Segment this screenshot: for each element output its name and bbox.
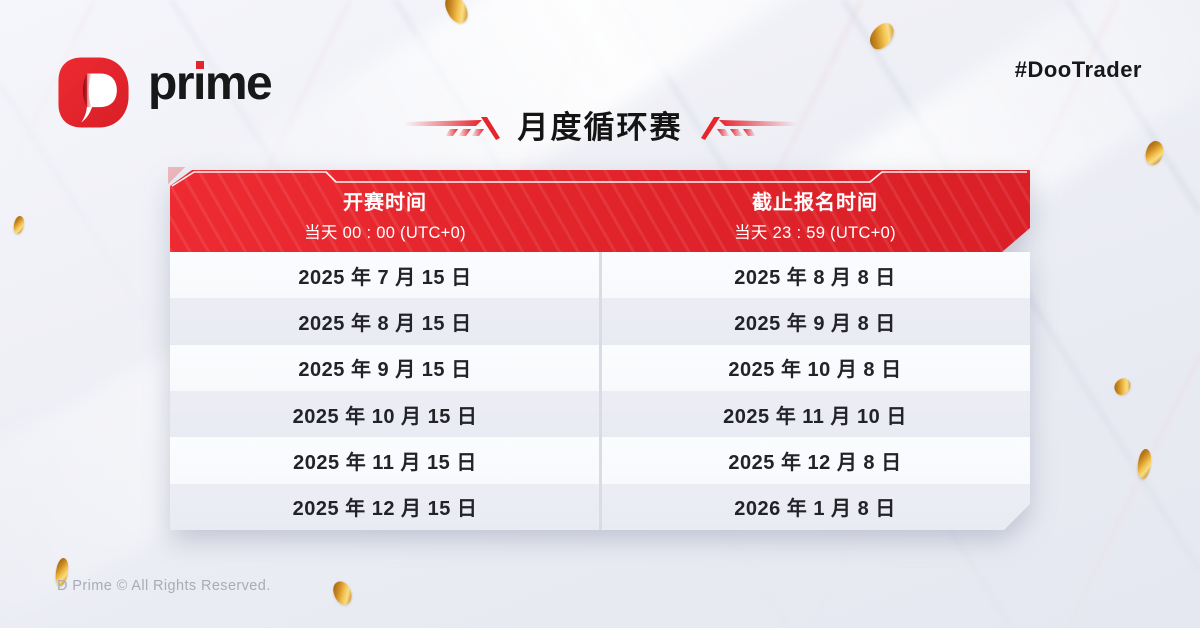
logo-word-i: ı	[193, 57, 206, 110]
column-subtitle: 当天 23 : 59 (UTC+0)	[734, 223, 896, 242]
logo-wordmark: prıme	[148, 57, 273, 110]
header-accent-line	[170, 170, 1030, 252]
title-row: 月度循环赛	[0, 108, 1200, 148]
header-col-start-time: 开赛时间 当天 00 : 00 (UTC+0)	[170, 170, 600, 252]
copyright-text: D Prime © All Rights Reserved.	[57, 578, 271, 594]
logo-word-post: me	[204, 57, 273, 110]
column-subtitle: 当天 00 : 00 (UTC+0)	[304, 223, 466, 242]
table-row: 2025 年 11 月 15 日 2025 年 12 月 8 日	[170, 437, 1030, 483]
table-header: 开赛时间 当天 00 : 00 (UTC+0) 截止报名时间 当天 23 : 5…	[170, 170, 1030, 252]
start-date-cell: 2025 年 7 月 15 日	[298, 266, 472, 289]
schedule-table: 开赛时间 当天 00 : 00 (UTC+0) 截止报名时间 当天 23 : 5…	[168, 167, 1030, 530]
start-date-cell: 2025 年 9 月 15 日	[298, 359, 472, 382]
speed-lines-icon	[700, 117, 797, 141]
speed-lines-icon	[403, 117, 500, 141]
table-row: 2025 年 12 月 15 日 2026 年 1 月 8 日	[170, 484, 1030, 530]
deadline-date-cell: 2025 年 8 月 8 日	[734, 266, 896, 289]
column-title: 截止报名时间	[752, 191, 878, 214]
header-corner-accent	[168, 167, 192, 184]
table-row: 2025 年 10 月 15 日 2025 年 11 月 10 日	[170, 391, 1030, 437]
start-date-cell: 2025 年 8 月 15 日	[298, 312, 472, 335]
page-title: 月度循环赛	[517, 110, 683, 145]
doo-prime-logo-icon	[58, 57, 129, 128]
deadline-date-cell: 2025 年 10 月 8 日	[728, 359, 902, 382]
logo-word-pre: pr	[148, 57, 195, 110]
header-col-deadline: 截止报名时间 当天 23 : 59 (UTC+0)	[600, 170, 1030, 252]
table-row: 2025 年 7 月 15 日 2025 年 8 月 8 日	[170, 252, 1030, 298]
start-date-cell: 2025 年 10 月 15 日	[292, 405, 478, 428]
table-row: 2025 年 8 月 15 日 2025 年 9 月 8 日	[170, 298, 1030, 344]
hashtag-label: #DooTrader	[1014, 57, 1142, 82]
deadline-date-cell: 2025 年 12 月 8 日	[728, 451, 902, 474]
table-body: 2025 年 7 月 15 日 2025 年 8 月 8 日 2025 年 8 …	[170, 252, 1030, 530]
start-date-cell: 2025 年 12 月 15 日	[292, 498, 478, 521]
start-date-cell: 2025 年 11 月 15 日	[293, 451, 477, 474]
deadline-date-cell: 2026 年 1 月 8 日	[734, 498, 896, 521]
deadline-date-cell: 2025 年 11 月 10 日	[723, 405, 907, 428]
column-title: 开赛时间	[343, 191, 427, 214]
deadline-date-cell: 2025 年 9 月 8 日	[734, 312, 896, 335]
table-row: 2025 年 9 月 15 日 2025 年 10 月 8 日	[170, 345, 1030, 391]
